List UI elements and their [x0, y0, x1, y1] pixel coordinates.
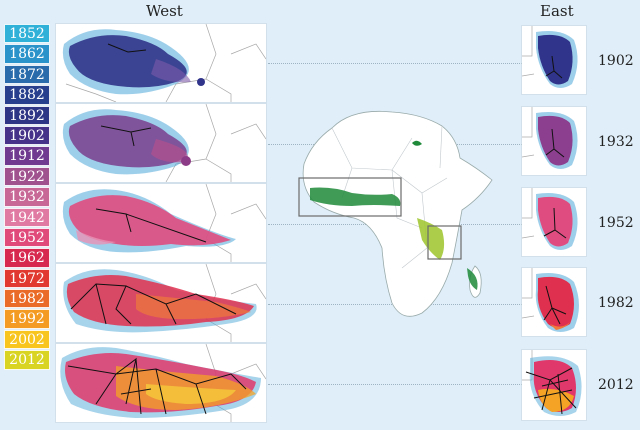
west-map-panel-1	[56, 24, 266, 102]
legend-year-1852: 1852	[4, 24, 50, 44]
legend-year-1862: 1862	[4, 44, 50, 64]
legend-year-1882: 1882	[4, 85, 50, 105]
west-map-panel-4	[56, 264, 266, 342]
west-map-panel-5	[56, 344, 266, 422]
west-map-panel-2	[56, 104, 266, 182]
east-year-label-4: 1982	[598, 295, 634, 311]
legend-year-1982: 1982	[4, 289, 50, 309]
legend-year-1902: 1902	[4, 125, 50, 146]
legend-year-1912: 1912	[4, 146, 50, 166]
legend-year-1922: 1922	[4, 166, 50, 187]
east-year-label-2: 1932	[598, 134, 634, 150]
east-year-label-3: 1952	[598, 215, 634, 231]
east-map-panel-4	[522, 268, 586, 336]
year-legend: 1852 1862 1872 1882 1892 1902 1912 1922 …	[4, 24, 50, 370]
east-map-panel-3	[522, 188, 586, 256]
legend-year-2002: 2002	[4, 329, 50, 350]
legend-year-1972: 1972	[4, 268, 50, 289]
legend-year-1872: 1872	[4, 64, 50, 85]
east-map-panel-2	[522, 107, 586, 175]
legend-year-2012: 2012	[4, 350, 50, 370]
legend-year-1962: 1962	[4, 248, 50, 268]
west-title: West	[146, 2, 183, 20]
legend-year-1992: 1992	[4, 309, 50, 329]
africa-overview-map	[292, 98, 504, 330]
east-title: East	[540, 2, 574, 20]
east-year-label-5: 2012	[598, 377, 634, 393]
legend-year-1952: 1952	[4, 227, 50, 248]
guide-line-5	[268, 384, 522, 385]
legend-year-1892: 1892	[4, 105, 50, 125]
east-map-panel-5	[522, 350, 586, 420]
west-map-panel-3	[56, 184, 266, 262]
legend-year-1932: 1932	[4, 187, 50, 207]
east-map-panel-1	[522, 26, 586, 94]
legend-year-1942: 1942	[4, 207, 50, 227]
east-year-label-1: 1902	[598, 53, 634, 69]
guide-line-1	[268, 63, 522, 64]
